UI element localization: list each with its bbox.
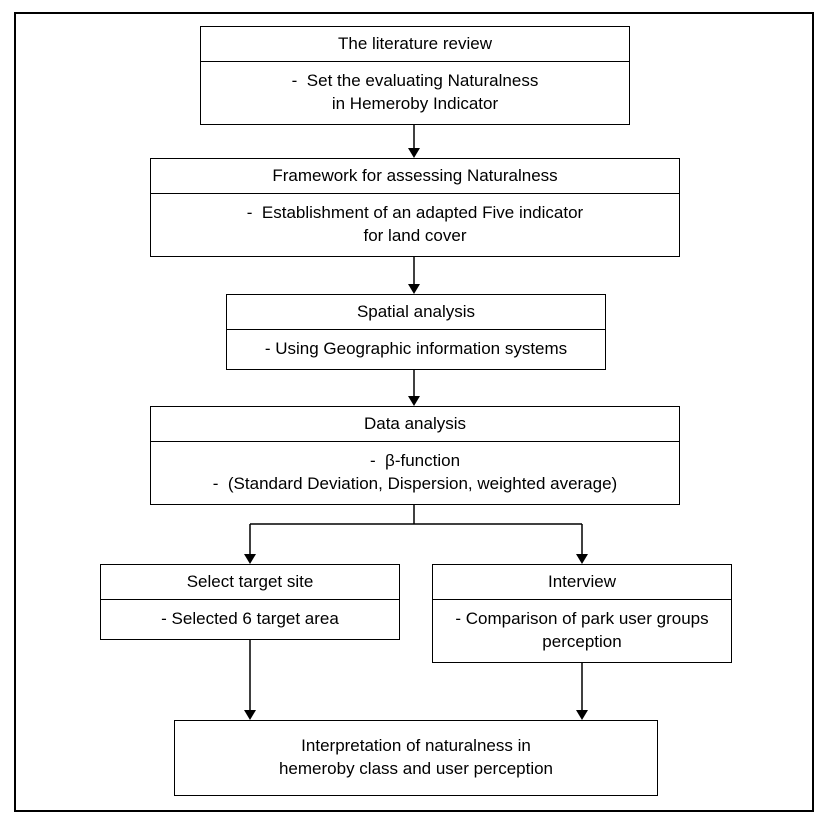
flowchart-canvas: The literature review- Set the evaluatin… [0, 0, 827, 824]
node-n3: Spatial analysis- Using Geographic infor… [226, 294, 606, 370]
node-body: - β-function- (Standard Deviation, Dispe… [151, 442, 679, 504]
node-body: - Set the evaluating Naturalnessin Hemer… [201, 62, 629, 124]
node-n7: Interpretation of naturalness inhemeroby… [174, 720, 658, 796]
node-title: Interview [433, 565, 731, 600]
node-title: The literature review [201, 27, 629, 62]
node-n4: Data analysis- β-function- (Standard Dev… [150, 406, 680, 505]
node-n1: The literature review- Set the evaluatin… [200, 26, 630, 125]
node-body: - Comparison of park user groupspercepti… [433, 600, 731, 662]
node-body: - Selected 6 target area [101, 600, 399, 639]
node-n5: Select target site- Selected 6 target ar… [100, 564, 400, 640]
node-body: - Establishment of an adapted Five indic… [151, 194, 679, 256]
node-title: Data analysis [151, 407, 679, 442]
node-title: Spatial analysis [227, 295, 605, 330]
node-n6: Interview- Comparison of park user group… [432, 564, 732, 663]
node-title: Framework for assessing Naturalness [151, 159, 679, 194]
node-body: - Using Geographic information systems [227, 330, 605, 369]
node-title: Select target site [101, 565, 399, 600]
node-body: Interpretation of naturalness inhemeroby… [175, 721, 657, 795]
node-n2: Framework for assessing Naturalness- Est… [150, 158, 680, 257]
